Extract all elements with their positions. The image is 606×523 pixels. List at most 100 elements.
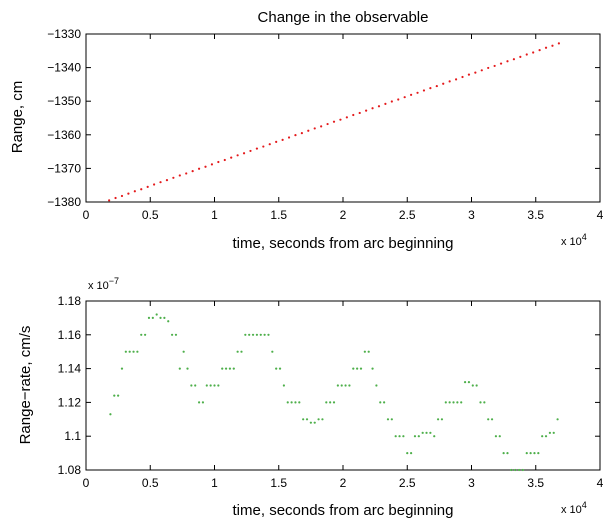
range-chart-point: [525, 53, 528, 56]
range-rate-chart-point: [248, 333, 251, 336]
range-rate-chart-point: [117, 394, 120, 397]
range-rate-chart-point: [494, 435, 498, 438]
range-chart-point: [493, 64, 496, 68]
range-chart-point: [365, 109, 368, 112]
range-rate-chart-xtick-label: 3: [468, 476, 475, 490]
range-rate-chart-point: [113, 394, 116, 397]
range-rate-chart-point: [479, 401, 482, 404]
range-chart-point: [538, 49, 541, 52]
range-chart-point: [551, 44, 554, 47]
range-rate-chart-point: [336, 384, 339, 387]
range-rate-chart-point: [244, 333, 247, 336]
range-chart-point: [120, 194, 124, 198]
range-rate-chart-ytick-label: 1.18: [58, 294, 82, 308]
range-rate-chart-point: [313, 421, 316, 424]
range-rate-chart-point: [402, 435, 405, 438]
range-chart-point: [204, 165, 207, 168]
range-chart-point: [281, 138, 284, 141]
range-rate-chart: x 10−7 Range−rate, cm/s time, seconds fr…: [17, 276, 604, 519]
range-rate-chart-point: [182, 350, 185, 353]
range-chart-ylabel: Range, cm: [9, 81, 26, 154]
range-rate-chart-ytick-label: 1.12: [58, 395, 82, 409]
range-rate-chart-point: [483, 401, 486, 404]
range-chart-point: [410, 93, 413, 96]
range-chart-xlabel: time, seconds from arc beginning: [233, 235, 454, 252]
range-rate-chart-point: [398, 435, 401, 438]
range-rate-chart-point: [132, 350, 135, 353]
range-chart-point: [217, 160, 220, 164]
range-rate-chart-y-exponent-power: −7: [109, 276, 119, 286]
range-chart-point: [140, 188, 143, 191]
range-rate-chart-xtick-label: 4: [597, 476, 604, 490]
range-rate-chart-point: [525, 452, 528, 455]
range-rate-chart-point: [514, 468, 517, 472]
range-chart-point: [300, 132, 303, 135]
range-chart-point: [352, 113, 355, 117]
range-rate-chart-point: [302, 418, 305, 421]
range-chart-point: [185, 172, 188, 175]
range-rate-chart-point: [186, 367, 189, 370]
range-chart-point: [236, 154, 239, 157]
range-chart-point: [262, 145, 265, 148]
range-rate-chart-point: [421, 431, 424, 434]
range-rate-chart-point: [174, 333, 178, 336]
range-rate-chart-point: [544, 435, 548, 438]
range-rate-chart-point: [363, 350, 366, 353]
range-rate-chart-point: [255, 333, 259, 336]
range-chart-point: [544, 46, 548, 49]
range-chart-point: [506, 60, 509, 63]
range-rate-chart-point: [294, 401, 297, 404]
range-chart-point: [397, 98, 400, 101]
range-rate-chart-point: [271, 350, 274, 353]
range-rate-chart-x-exponent-power: 4: [582, 500, 587, 510]
range-rate-chart-point: [386, 418, 390, 421]
range-rate-chart-point: [371, 367, 374, 370]
range-chart-point: [499, 62, 503, 65]
range-chart-ytick-label: −1350: [47, 94, 81, 108]
range-rate-chart-point: [367, 350, 370, 353]
range-chart-point: [377, 105, 381, 108]
range-chart-point: [230, 156, 233, 159]
range-rate-chart-point: [406, 452, 409, 455]
range-rate-chart-xtick-label: 2.5: [399, 476, 416, 490]
range-chart-point: [403, 96, 406, 99]
range-rate-chart-point: [128, 350, 131, 353]
range-chart-point: [461, 75, 464, 79]
range-rate-chart-point: [140, 333, 143, 336]
range-rate-chart-point: [194, 384, 197, 387]
range-rate-chart-xtick-label: 3.5: [527, 476, 544, 490]
range-rate-chart-point: [217, 384, 220, 387]
range-rate-chart-point: [144, 333, 147, 336]
range-rate-chart-point: [236, 350, 239, 353]
range-rate-chart-point: [228, 367, 232, 370]
range-rate-chart-point: [359, 367, 363, 370]
range-chart-point: [249, 149, 252, 153]
range-rate-chart-y-exponent: x 10−7: [88, 276, 119, 292]
range-chart-point: [146, 185, 149, 188]
range-rate-chart-point: [332, 401, 336, 404]
range-rate-chart-ytick-label: 1.08: [58, 463, 82, 477]
range-rate-chart-point: [487, 418, 490, 421]
range-rate-chart-point: [433, 435, 436, 438]
range-rate-chart-point: [317, 418, 320, 421]
range-rate-chart-point: [305, 418, 309, 421]
range-rate-chart-xtick-label: 0: [83, 476, 90, 490]
range-chart-point: [384, 102, 387, 105]
range-rate-chart-xlabel: time, seconds from arc beginning: [233, 502, 454, 519]
range-chart-point: [178, 174, 181, 177]
range-rate-chart-ytick-label: 1.1: [64, 429, 81, 443]
range-rate-chart-ticks: 0 0.5 1 1.5 2 2.5 3 3.5 4 1.08 1.1 1.12 1.14 1.16 1.18: [58, 294, 604, 490]
range-rate-chart-point: [467, 381, 471, 384]
range-rate-chart-point: [498, 435, 501, 438]
range-rate-chart-point: [456, 401, 459, 404]
range-rate-chart-point: [394, 435, 397, 438]
range-chart-point: [422, 89, 426, 92]
range-chart-point: [287, 136, 291, 139]
range-rate-chart-point: [155, 313, 158, 316]
range-chart-xtick-label: 1.5: [270, 208, 287, 222]
range-chart-point: [172, 176, 175, 179]
range-chart-point: [307, 129, 310, 132]
range-rate-chart-point: [201, 401, 205, 404]
range-chart-point: [454, 78, 458, 81]
range-rate-chart-point: [321, 418, 324, 421]
